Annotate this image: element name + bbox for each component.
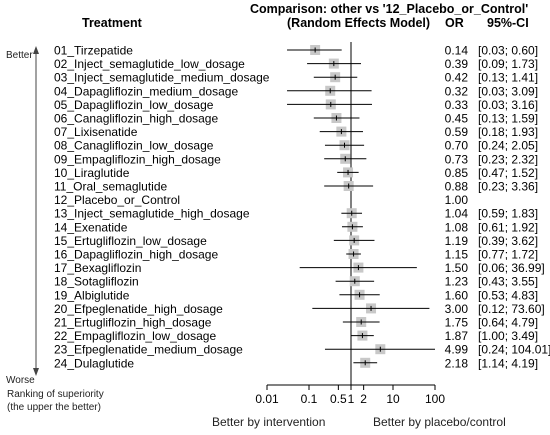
or-value: 1.08 xyxy=(445,220,469,234)
x-tick-label: 1 xyxy=(348,392,355,406)
ci-value: [0.24; 2.05] xyxy=(478,139,538,153)
or-value: 1.75 xyxy=(445,316,469,330)
ci-value: [0.64; 4.79] xyxy=(478,316,538,330)
treatment-label: 06_Canagliflozin_high_dosage xyxy=(54,112,218,126)
ci-value: [0.61; 1.92] xyxy=(478,220,538,234)
ci-value: [1.14; 4.19] xyxy=(478,356,538,370)
ci-value: [0.06; 36.99] xyxy=(478,261,545,275)
treatment-label: 18_Sotagliflozin xyxy=(54,275,139,289)
x-tick-label: 0.5 xyxy=(330,392,347,406)
ci-value: [0.24; 104.01] xyxy=(478,343,550,357)
or-value: 2.18 xyxy=(445,356,469,370)
or-value: 1.19 xyxy=(445,234,469,248)
better-by-intervention-label: Better by intervention xyxy=(212,415,326,429)
x-tick-label: 10 xyxy=(386,392,400,406)
treatment-label: 20_Efpeglenatide_high_dosage xyxy=(54,302,223,316)
comparison-title: Comparison: other vs '12_Placebo_or_Cont… xyxy=(250,2,529,16)
treatment-label: 02_Inject_semaglutide_low_dosage xyxy=(54,57,245,71)
ci-value: [0.09; 1.73] xyxy=(478,57,538,71)
ci-value: [0.23; 2.32] xyxy=(478,152,538,166)
treatment-label: 01_Tirzepatide xyxy=(54,44,133,58)
or-value: 0.45 xyxy=(445,112,469,126)
treatment-label: 21_Ertugliflozin_high_dosage xyxy=(54,316,212,330)
ci-value: [0.03; 3.09] xyxy=(478,84,538,98)
treatment-label: 24_Dulaglutide xyxy=(54,356,134,370)
or-value: 0.59 xyxy=(445,125,469,139)
or-value: 0.73 xyxy=(445,152,469,166)
rank-caption-line2: (the upper the better) xyxy=(7,402,101,413)
or-value: 3.00 xyxy=(445,302,469,316)
x-tick-label: 0.1 xyxy=(301,392,318,406)
treatment-label: 04_Dapagliflozin_medium_dosage xyxy=(54,84,238,98)
rank-worse-label: Worse xyxy=(6,375,35,386)
ci-value: [0.39; 3.62] xyxy=(478,234,538,248)
or-value: 1.60 xyxy=(445,288,469,302)
treatment-label: 23_Efpeglenatide_medium_dosage xyxy=(54,343,243,357)
or-value: 0.14 xyxy=(445,44,469,58)
treatment-label: 17_Bexagliflozin xyxy=(54,261,141,275)
treatment-label: 22_Empagliflozin_low_dosage xyxy=(54,329,216,343)
ci-value: [0.77; 1.72] xyxy=(478,248,538,262)
treatment-label: 10_Liraglutide xyxy=(54,166,130,180)
or-value: 1.00 xyxy=(445,193,469,207)
ci-value: [0.13; 1.41] xyxy=(478,71,538,85)
treatment-label: 03_Inject_semaglutide_medium_dosage xyxy=(54,71,270,85)
or-value: 1.50 xyxy=(445,261,469,275)
ci-value: [0.03; 3.16] xyxy=(478,98,538,112)
rank-arrow-down xyxy=(33,368,39,376)
treatment-label: 16_Dapagliflozin_high_dosage xyxy=(54,248,218,262)
ci-value: [0.43; 3.55] xyxy=(478,275,538,289)
or-value: 0.85 xyxy=(445,166,469,180)
or-value: 4.99 xyxy=(445,343,469,357)
or-value: 1.23 xyxy=(445,275,469,289)
better-by-placebo-label: Better by placebo/control xyxy=(373,415,506,429)
ci-value: [0.53; 4.83] xyxy=(478,288,538,302)
treatment-label: 12_Placebo_or_Control xyxy=(54,193,180,207)
rank-better-label: Better xyxy=(6,50,33,61)
comparison-subtitle: (Random Effects Model) xyxy=(287,16,431,30)
or-value: 1.04 xyxy=(445,207,469,221)
x-tick-label: 100 xyxy=(425,392,445,406)
rank-arrow-up xyxy=(33,46,39,54)
or-value: 0.88 xyxy=(445,180,469,194)
treatment-label: 05_Dapagliflozin_low_dosage xyxy=(54,98,214,112)
x-tick-label: 2 xyxy=(360,392,367,406)
treatment-label: 13_Inject_semaglutide_high_dosage xyxy=(54,207,250,221)
or-value: 1.87 xyxy=(445,329,469,343)
ci-value: [0.13; 1.59] xyxy=(478,112,538,126)
ci-value: [0.23; 3.36] xyxy=(478,180,538,194)
treatment-column-header: Treatment xyxy=(82,16,142,30)
treatment-label: 11_Oral_semaglutide xyxy=(54,180,168,194)
or-column-header: OR xyxy=(445,16,464,30)
ci-value: [0.47; 1.52] xyxy=(478,166,538,180)
or-value: 0.39 xyxy=(445,57,469,71)
treatment-label: 15_Ertugliflozin_low_dosage xyxy=(54,234,207,248)
ci-value: [0.59; 1.83] xyxy=(478,207,538,221)
x-tick-label: 0.01 xyxy=(255,392,279,406)
ci-value: [0.18; 1.93] xyxy=(478,125,538,139)
treatment-label: 07_Lixisenatide xyxy=(54,125,138,139)
or-value: 0.42 xyxy=(445,71,469,85)
or-value: 0.33 xyxy=(445,98,469,112)
ci-value: [1.00; 3.49] xyxy=(478,329,538,343)
treatment-label: 19_Albiglutide xyxy=(54,288,130,302)
treatment-label: 14_Exenatide xyxy=(54,220,128,234)
rank-caption-line1: Ranking of superiority xyxy=(7,389,104,400)
or-value: 0.70 xyxy=(445,139,469,153)
or-value: 1.15 xyxy=(445,248,469,262)
ci-value: [0.03; 0.60] xyxy=(478,44,538,58)
ci-column-header: 95%-CI xyxy=(487,16,529,30)
treatment-label: 09_Empagliflozin_high_dosage xyxy=(54,152,221,166)
ci-value: [0.12; 73.60] xyxy=(478,302,545,316)
treatment-label: 08_Canagliflozin_low_dosage xyxy=(54,139,214,153)
or-value: 0.32 xyxy=(445,84,469,98)
